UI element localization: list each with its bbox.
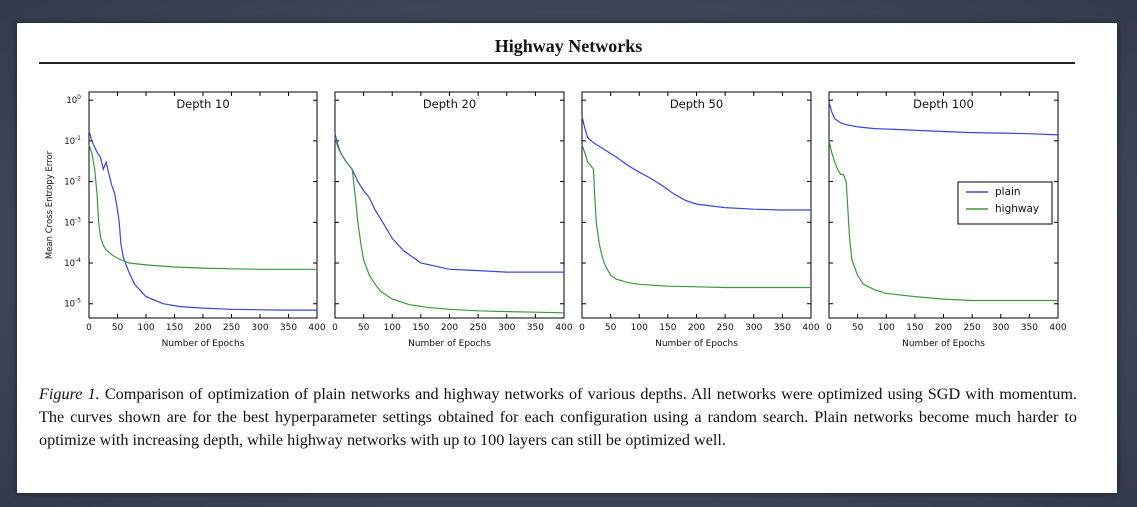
x-tick-label: 100 [878, 323, 895, 333]
x-tick-label: 200 [194, 323, 211, 333]
series-line-highway [334, 137, 565, 314]
y-tick-label: 10-1 [64, 135, 81, 147]
x-tick-label: 200 [935, 323, 952, 333]
y-tick-base: 10 [64, 178, 75, 188]
x-tick-label: 0 [86, 323, 92, 333]
x-tick-label: 50 [605, 323, 617, 333]
y-tick-exponent: -1 [75, 135, 81, 142]
y-tick-base: 10 [66, 96, 77, 106]
y-tick-base: 10 [64, 218, 75, 228]
legend-box [957, 181, 1053, 225]
x-tick-label: 400 [1049, 323, 1066, 333]
series-line-plain [581, 116, 811, 211]
figure-caption: Figure 1. Comparison of optimization of … [39, 383, 1077, 452]
y-tick-label: 10-5 [64, 298, 81, 310]
x-tick-label: 100 [631, 323, 648, 333]
paper-header-title: Highway Networks [494, 36, 643, 56]
x-tick-label: 250 [717, 323, 734, 333]
series-line-highway [581, 144, 811, 289]
legend-label-highway: highway [995, 203, 1039, 215]
x-axis-label: Number of Epochs [902, 339, 985, 349]
x-tick-label: 100 [137, 323, 154, 333]
x-tick-label: 100 [384, 323, 401, 333]
y-tick-label: 100 [66, 94, 81, 106]
series-line-plain [88, 130, 317, 311]
x-tick-label: 50 [112, 323, 124, 333]
x-tick-label: 150 [166, 323, 183, 333]
y-tick-base: 10 [64, 300, 75, 310]
y-tick-exponent: -4 [75, 257, 81, 264]
y-tick-base: 10 [64, 259, 75, 269]
chart-title: Depth 100 [913, 97, 974, 111]
x-tick-label: 150 [659, 323, 676, 333]
x-axis-label: Number of Epochs [162, 339, 245, 349]
y-tick-label: 10-3 [64, 216, 81, 228]
header-rule [39, 62, 1075, 64]
chart-panel-3: 0 50 100 150 200 250 300 350 400 Depth 50 Number o… [579, 91, 820, 349]
x-tick-label: 250 [470, 323, 487, 333]
x-tick-label: 250 [223, 323, 240, 333]
x-tick-label: 200 [688, 323, 705, 333]
x-tick-label: 150 [906, 323, 923, 333]
y-tick-exponent: -5 [75, 298, 81, 305]
x-tick-label: 0 [332, 323, 338, 333]
y-tick-exponent: -2 [75, 176, 81, 183]
y-axis-label: Mean Cross Entropy Error [45, 150, 55, 259]
y-tick-label: 10-2 [64, 176, 81, 188]
x-tick-label: 200 [441, 323, 458, 333]
x-tick-label: 0 [826, 323, 832, 333]
x-tick-label: 300 [498, 323, 515, 333]
x-tick-label: 350 [527, 323, 544, 333]
y-tick-exponent: 0 [77, 94, 81, 101]
x-tick-label: 400 [555, 323, 572, 333]
x-tick-label: 300 [992, 323, 1009, 333]
caption-label: Figure 1. [39, 385, 100, 403]
x-tick-label: 350 [774, 323, 791, 333]
series-line-plain [828, 101, 1059, 136]
x-tick-label: 300 [251, 323, 268, 333]
plot-frame [334, 91, 565, 319]
chart-panel-4: 0 50 100 150 200 250 300 350 400 Depth 100 Number … [826, 91, 1067, 349]
series-line-highway [88, 144, 317, 270]
x-tick-label: 400 [802, 323, 819, 333]
x-tick-label: 350 [1021, 323, 1038, 333]
x-tick-label: 150 [412, 323, 429, 333]
y-tick-base: 10 [64, 137, 75, 147]
legend-label-plain: plain [995, 186, 1021, 198]
x-tick-label: 50 [358, 323, 370, 333]
y-tick-exponent: -3 [75, 216, 81, 223]
plot-frame [581, 91, 812, 319]
x-tick-label: 0 [579, 323, 585, 333]
x-tick-label: 250 [964, 323, 981, 333]
chart-title: Depth 50 [670, 97, 723, 111]
chart-panel-2: 0 50 100 150 200 250 300 350 400 Depth 20 Number o… [332, 91, 573, 349]
x-axis-label: Number of Epochs [655, 339, 738, 349]
x-tick-label: 350 [280, 323, 297, 333]
chart-title: Depth 10 [176, 97, 229, 111]
plot-frame [88, 91, 318, 319]
x-tick-label: 400 [308, 323, 325, 333]
caption-text: Comparison of optimization of plain netw… [39, 385, 1077, 449]
x-tick-label: 50 [852, 323, 864, 333]
y-tick-label: 10-4 [64, 257, 81, 269]
x-axis-label: Number of Epochs [408, 339, 491, 349]
x-tick-label: 300 [745, 323, 762, 333]
series-line-highway [828, 140, 1058, 302]
chart-title: Depth 20 [423, 97, 476, 111]
